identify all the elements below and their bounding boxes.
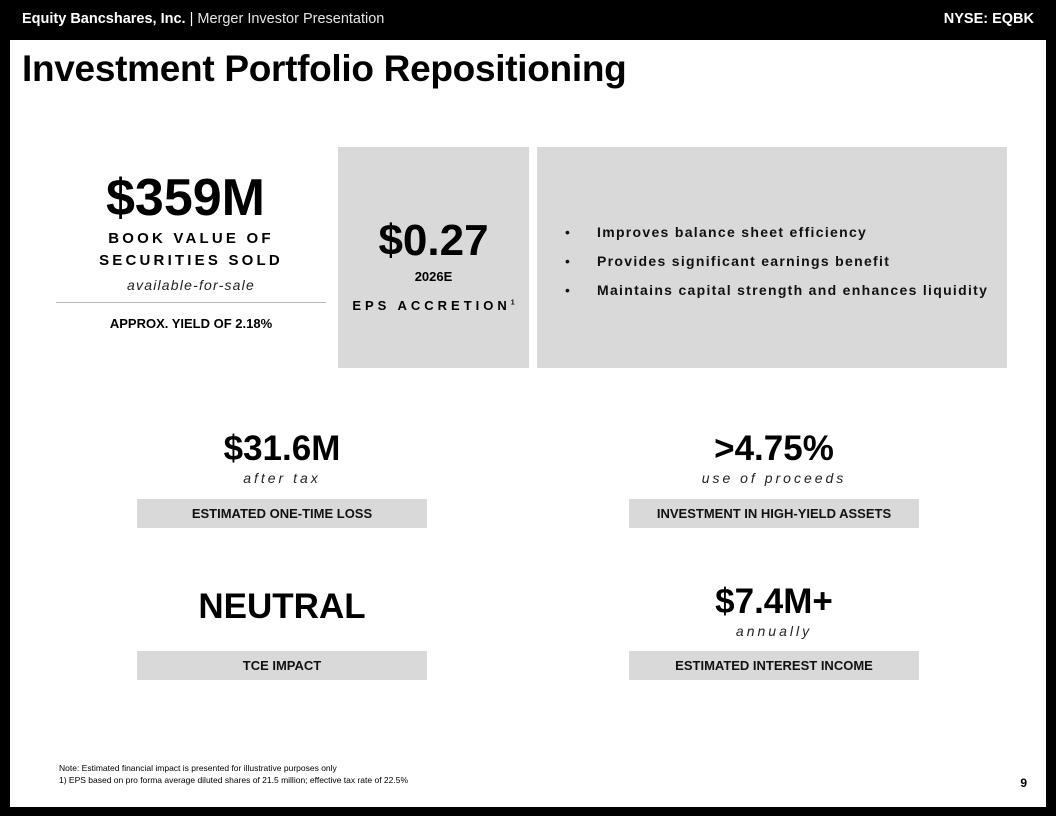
eps-panel: $0.27 2026E EPS ACCRETION1 [338,147,529,368]
metric-value: NEUTRAL [198,587,366,626]
page-title: Investment Portfolio Repositioning [22,48,627,89]
book-value-label-line1: BOOK VALUE OF [108,230,274,247]
header-separator: | [189,11,194,27]
metric-subtext: use of proceeds [701,470,847,486]
metric-high-yield-assets: >4.75% use of proceeds INVESTMENT IN HIG… [629,429,919,528]
slide-body: Investment Portfolio Repositioning $359M… [10,40,1046,807]
eps-value: $0.27 [378,216,489,265]
divider [56,302,326,303]
header-company: Equity Bancshares, Inc. | Merger Investor … [22,11,384,27]
benefit-text: Improves balance sheet efficiency [597,224,868,240]
metric-label: ESTIMATED INTEREST INCOME [629,651,919,680]
metric-interest-income: $7.4M+ annually ESTIMATED INTEREST INCOM… [629,582,919,680]
benefit-item: • Provides significant earnings benefit [565,253,988,282]
metric-label: TCE IMPACT [137,651,427,680]
page-number: 9 [1020,776,1027,790]
benefits-panel: • Improves balance sheet efficiency • Prov… [537,147,1007,368]
benefits-list: • Improves balance sheet efficiency • Prov… [565,224,988,311]
yield-text: APPROX. YIELD OF 2.18% [109,316,273,331]
eps-year: 2026E [414,269,453,284]
company-name: Equity Bancshares, Inc. [22,11,186,27]
metric-value: $31.6M [223,429,341,468]
benefit-item: • Improves balance sheet efficiency [565,224,988,253]
metric-subtext: annually [735,623,813,639]
bullet-icon: • [565,282,572,298]
book-value-label-line2: SECURITIES SOLD [99,252,283,269]
deck-title: Merger Investor Presentation [197,11,385,27]
metric-label: ESTIMATED ONE-TIME LOSS [137,499,427,528]
book-value-qualifier: available-for-sale [127,277,255,293]
metric-one-time-loss: $31.6M after tax ESTIMATED ONE-TIME LOSS [137,429,427,528]
book-value-block: $359M BOOK VALUE OF SECURITIES SOLD avai… [56,170,326,331]
benefit-item: • Maintains capital strength and enhances… [565,282,988,311]
footnote-marker: 1 [510,299,515,307]
footnote-general: Note: Estimated financial impact is pres… [59,763,337,773]
metric-tce-impact: NEUTRAL TCE IMPACT [137,587,427,680]
metric-subtext: after tax [243,470,321,486]
slide-header: Equity Bancshares, Inc. | Merger Investor … [0,0,1056,40]
benefit-text: Maintains capital strength and enhances … [597,282,989,298]
eps-label-text: EPS ACCRETION [352,298,511,313]
metric-label: INVESTMENT IN HIGH-YIELD ASSETS [629,499,919,528]
footnotes: Note: Estimated financial impact is pres… [59,762,408,786]
metric-value: $7.4M+ [715,582,833,621]
bullet-icon: • [565,253,572,269]
bullet-icon: • [565,224,572,240]
footnote-1: 1) EPS based on pro forma average dilute… [59,775,409,785]
eps-label: EPS ACCRETION1 [338,298,529,313]
ticker-symbol: NYSE: EQBK [943,11,1034,27]
benefit-text: Provides significant earnings benefit [597,253,891,269]
metric-value: >4.75% [714,429,834,468]
book-value-amount: $359M [106,169,265,227]
